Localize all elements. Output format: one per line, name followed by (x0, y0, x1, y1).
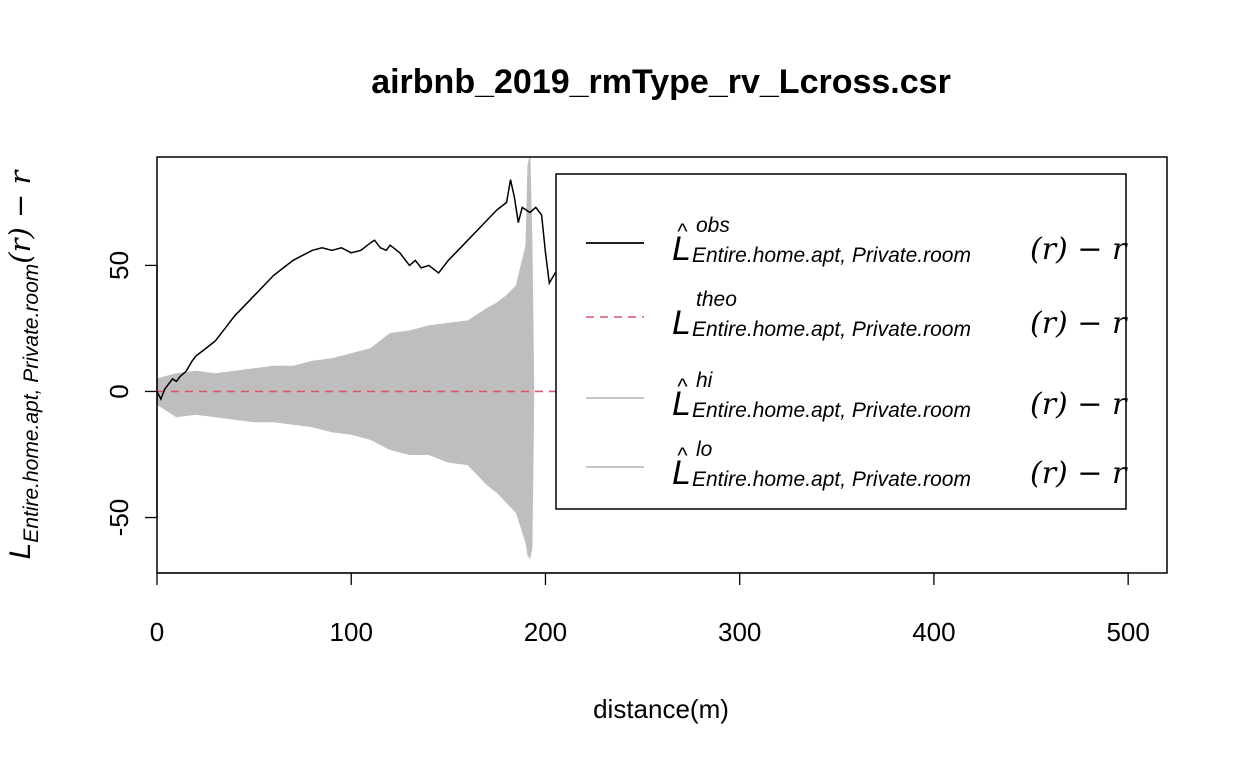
legend-symbol-obs: L (672, 230, 691, 268)
legend-subscript-theo: Entire.home.apt, Private.room (692, 318, 971, 341)
legend-subscript-lo: Entire.home.apt, Private.room (692, 468, 971, 491)
x-tick-label: 100 (330, 617, 373, 647)
x-tick-label: 0 (150, 617, 164, 647)
series-band-hi-lo (156, 156, 535, 560)
legend-symbol-lo: L (672, 454, 691, 492)
legend-subscript-hi: Entire.home.apt, Private.room (692, 399, 971, 422)
legend-subscript-obs: Entire.home.apt, Private.room (692, 244, 971, 267)
legend-superscript-theo: theo (696, 288, 737, 311)
y-axis-label-text: LEntire.home.apt, Private.room(r) − r (3, 168, 43, 559)
chart-title: airbnb_2019_rmType_rv_Lcross.csr (371, 63, 951, 101)
y-tick-label: 0 (104, 384, 134, 398)
y-axis: -50 0 50 (104, 251, 158, 537)
y-tick-label: 50 (104, 251, 134, 280)
legend-superscript-hi: hi (696, 369, 714, 392)
legend-suffix-theo: (r) − r (1030, 306, 1128, 341)
legend-superscript-lo: lo (696, 438, 713, 461)
series-line-obs (156, 179, 589, 401)
x-axis: 0 100 200 300 400 500 (150, 572, 1150, 647)
legend-box (555, 173, 1127, 510)
y-tick-label: -50 (104, 499, 134, 537)
x-tick-label: 400 (912, 617, 955, 647)
envelope-band (156, 156, 535, 560)
x-tick-label: 300 (718, 617, 761, 647)
legend-suffix-obs: (r) − r (1030, 232, 1128, 267)
legend-symbol-theo: L (672, 304, 691, 342)
legend-suffix-lo: (r) − r (1030, 456, 1128, 491)
legend-hat-lo: ^ (677, 443, 688, 468)
y-label-main: L (4, 543, 37, 560)
series-lines (156, 179, 896, 401)
y-label-subscript: Entire.home.apt, Private.room (20, 264, 43, 543)
legend-hat-obs: ^ (677, 219, 688, 244)
y-label-suffix: (r) − r (3, 168, 37, 263)
legend-superscript-obs: obs (696, 214, 730, 237)
legend-symbol-hi: L (672, 385, 691, 423)
legend-hat-hi: ^ (677, 374, 688, 399)
legend-suffix-hi: (r) − r (1030, 387, 1128, 422)
y-axis-label: LEntire.home.apt, Private.room(r) − r (3, 168, 43, 559)
x-tick-label: 200 (524, 617, 567, 647)
x-tick-label: 500 (1106, 617, 1149, 647)
x-axis-label: distance(m) (593, 694, 729, 724)
